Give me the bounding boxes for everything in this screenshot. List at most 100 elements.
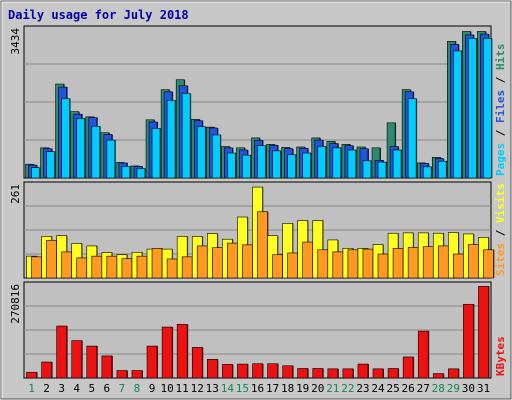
bar-kbytes-day-9 — [146, 345, 158, 379]
bar-pages-day-30 — [468, 38, 477, 179]
bar-sites-day-4 — [76, 257, 88, 279]
bar-pages-day-17 — [272, 150, 281, 179]
bar-kbytes-day-19 — [297, 368, 308, 379]
day-label-13: 13 — [206, 382, 219, 395]
day-label-23: 23 — [356, 382, 369, 395]
chart-title: Daily usage for July 2018 — [8, 8, 189, 22]
day-label-11: 11 — [176, 382, 189, 395]
bar-kbytes-day-20 — [312, 368, 324, 379]
bar-sites-day-31 — [483, 249, 494, 279]
bar-sites-day-28 — [437, 245, 449, 279]
panel-visits_sites: 261 Sites / Visits — [9, 181, 507, 279]
bar-pages-day-31 — [483, 38, 492, 179]
legend-entry-sites: Sites — [494, 243, 507, 276]
bar-kbytes-day-17 — [267, 363, 278, 379]
day-label-3: 3 — [58, 382, 65, 395]
bar-pages-day-3 — [61, 98, 70, 179]
legend-entry-pages: Pages — [494, 143, 507, 176]
bar-kbytes-day-22 — [342, 368, 354, 379]
bar-pages-day-4 — [76, 118, 86, 179]
day-label-27: 27 — [417, 382, 430, 395]
bar-pages-day-11 — [181, 93, 191, 179]
day-label-1: 1 — [28, 382, 35, 395]
bar-sites-day-21 — [332, 251, 344, 279]
bar-pages-day-27 — [422, 166, 432, 179]
bar-sites-day-14 — [227, 242, 238, 279]
day-label-22: 22 — [341, 382, 354, 395]
day-label-19: 19 — [296, 382, 309, 395]
bar-pages-day-8 — [136, 168, 146, 179]
bar-sites-day-24 — [377, 253, 389, 279]
bar-kbytes-day-16 — [252, 363, 263, 379]
chart-panels: 3434 Pages / Files / Hits 261 Sites / Visit… — [9, 25, 507, 379]
bar-pages-day-5 — [91, 125, 101, 179]
y-axis-max-label: 3434 — [9, 28, 22, 55]
bar-sites-day-6 — [106, 255, 118, 279]
bar-pages-day-18 — [287, 154, 296, 179]
bar-kbytes-day-10 — [161, 326, 173, 379]
bar-pages-day-9 — [151, 128, 161, 179]
bar-pages-day-2 — [46, 151, 55, 179]
day-label-26: 26 — [402, 382, 415, 395]
legend-entry-hits: Hits — [494, 44, 507, 71]
day-label-29: 29 — [447, 382, 460, 395]
bar-sites-day-17 — [272, 254, 283, 279]
bar-pages-day-20 — [317, 146, 327, 179]
bar-pages-day-22 — [347, 149, 357, 179]
day-label-4: 4 — [73, 382, 80, 395]
day-label-14: 14 — [221, 382, 235, 395]
day-label-9: 9 — [149, 382, 156, 395]
bar-pages-day-19 — [302, 152, 311, 179]
day-label-15: 15 — [236, 382, 249, 395]
bar-pages-day-7 — [121, 166, 131, 179]
legend-entry-kbytes: KBytes — [494, 336, 507, 376]
day-label-6: 6 — [104, 382, 111, 395]
bar-kbytes-day-29 — [448, 368, 459, 379]
bar-kbytes-day-21 — [327, 368, 339, 379]
day-label-17: 17 — [266, 382, 279, 395]
bar-sites-day-26 — [407, 247, 419, 279]
bar-kbytes-day-3 — [56, 325, 67, 379]
bar-kbytes-day-11 — [176, 324, 188, 379]
bar-pages-day-21 — [332, 147, 342, 179]
legend-separator: / — [494, 223, 507, 243]
day-label-7: 7 — [119, 382, 126, 395]
bar-kbytes-day-12 — [191, 347, 203, 379]
bar-sites-day-1 — [31, 256, 42, 279]
bar-pages-day-16 — [257, 145, 266, 179]
bar-pages-day-29 — [453, 50, 462, 179]
bar-sites-day-5 — [91, 255, 103, 279]
panel-hits_files_pages: 3434 Pages / Files / Hits — [9, 25, 507, 179]
bar-sites-day-9 — [151, 248, 163, 279]
bar-pages-day-25 — [392, 149, 402, 179]
bar-sites-day-7 — [121, 258, 133, 279]
bar-sites-day-2 — [46, 239, 57, 279]
day-label-5: 5 — [88, 382, 95, 395]
bar-kbytes-day-18 — [282, 365, 293, 379]
bar-pages-day-1 — [31, 167, 40, 179]
bar-pages-day-23 — [362, 160, 372, 179]
day-label-10: 10 — [160, 382, 173, 395]
bar-kbytes-day-5 — [86, 345, 98, 379]
bar-kbytes-day-1 — [26, 371, 37, 379]
bar-pages-day-10 — [166, 100, 176, 179]
bar-pages-day-24 — [377, 161, 387, 179]
bar-sites-day-22 — [347, 249, 359, 279]
day-label-20: 20 — [311, 382, 324, 395]
bar-kbytes-day-31 — [478, 285, 489, 379]
bar-kbytes-day-24 — [372, 368, 384, 379]
day-label-12: 12 — [191, 382, 204, 395]
bar-sites-day-3 — [61, 251, 72, 279]
legend-entry-visits: Visits — [494, 183, 507, 223]
bar-kbytes-day-13 — [207, 359, 218, 379]
day-label-30: 30 — [462, 382, 475, 395]
day-label-16: 16 — [251, 382, 264, 395]
panel-kbytes: 270816 KBytes — [9, 281, 507, 379]
bar-kbytes-day-4 — [71, 340, 83, 379]
bar-kbytes-day-27 — [417, 330, 429, 379]
day-label-31: 31 — [477, 382, 490, 395]
bar-pages-day-13 — [212, 134, 221, 179]
bar-kbytes-day-8 — [131, 370, 143, 379]
legend-separator: / — [494, 123, 507, 143]
